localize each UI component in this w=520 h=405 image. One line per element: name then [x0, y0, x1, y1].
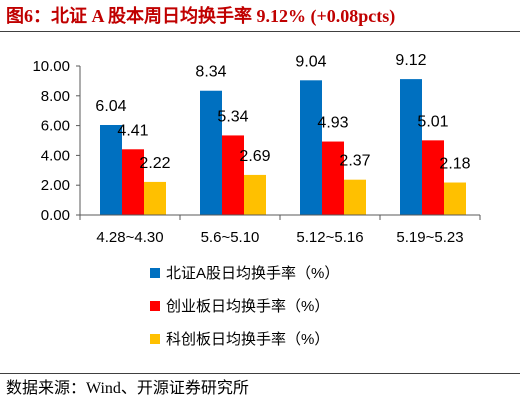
bar — [322, 141, 344, 215]
legend-label: 科创板日均换手率（%） — [166, 331, 330, 348]
y-tick-label: 10.00 — [32, 58, 70, 75]
source-note: 数据来源：Wind、开源证券研究所 — [6, 380, 249, 397]
bar — [200, 90, 222, 215]
bar — [444, 182, 466, 215]
bar — [144, 181, 166, 215]
bar-chart: 0.00 2.00 4.00 6.00 8.00 10.00 6.04 8.34 9.04 9.… — [32, 52, 481, 246]
x-tick-label: 5.19~5.23 — [396, 229, 463, 246]
x-tick-label: 5.12~5.16 — [296, 229, 363, 246]
legend: 北证A股日均换手率（%） 创业板日均换手率（%） 科创板日均换手率（%） — [150, 256, 339, 355]
legend-item-chinext: 创业板日均换手率（%） — [150, 289, 339, 322]
x-tick-label: 5.6~5.10 — [201, 229, 260, 246]
y-tick-label: 2.00 — [41, 177, 70, 194]
data-label: 5.34 — [217, 108, 248, 125]
bar — [122, 149, 144, 215]
bar — [422, 140, 444, 215]
source-divider — [0, 373, 520, 374]
value-labels: 6.04 8.34 9.04 9.12 4.41 5.34 4.93 5.01 2.22 2.69… — [95, 52, 470, 172]
data-label: 9.12 — [395, 52, 426, 69]
legend-label: 创业板日均换手率（%） — [166, 298, 330, 315]
y-tick-label: 8.00 — [41, 88, 70, 105]
data-label: 8.34 — [195, 64, 226, 81]
bar — [244, 174, 266, 215]
data-label: 2.37 — [339, 153, 370, 170]
x-tick-label: 4.28~4.30 — [96, 229, 163, 246]
legend-item-star-market: 科创板日均换手率（%） — [150, 322, 339, 355]
data-label: 2.18 — [439, 156, 470, 173]
legend-label: 北证A股日均换手率（%） — [166, 265, 340, 282]
bar — [100, 125, 122, 215]
legend-item-beizheng: 北证A股日均换手率（%） — [150, 256, 339, 289]
bar — [300, 80, 322, 215]
data-label: 2.22 — [139, 155, 170, 172]
data-label: 4.93 — [317, 115, 348, 132]
legend-swatch — [150, 267, 160, 278]
title-divider — [0, 31, 520, 32]
y-axis: 0.00 2.00 4.00 6.00 8.00 10.00 — [32, 58, 81, 224]
data-label: 2.69 — [239, 148, 270, 165]
y-tick-label: 6.00 — [41, 118, 70, 135]
data-label: 4.41 — [117, 122, 148, 139]
legend-swatch — [150, 333, 160, 344]
data-label: 9.04 — [295, 53, 326, 70]
bar — [344, 179, 366, 215]
x-axis: 4.28~4.30 5.6~5.10 5.12~5.16 5.19~5.23 — [79, 214, 481, 246]
data-label: 5.01 — [417, 113, 448, 130]
bar — [222, 135, 244, 215]
y-tick-label: 4.00 — [41, 147, 70, 164]
chart-title: 图6：北证 A 股本周日均换手率 9.12% (+0.08pcts) — [6, 6, 396, 26]
legend-swatch — [150, 300, 160, 311]
bars — [100, 79, 466, 215]
data-label: 6.04 — [95, 98, 126, 115]
bar — [400, 79, 422, 215]
y-tick-label: 0.00 — [41, 207, 70, 224]
